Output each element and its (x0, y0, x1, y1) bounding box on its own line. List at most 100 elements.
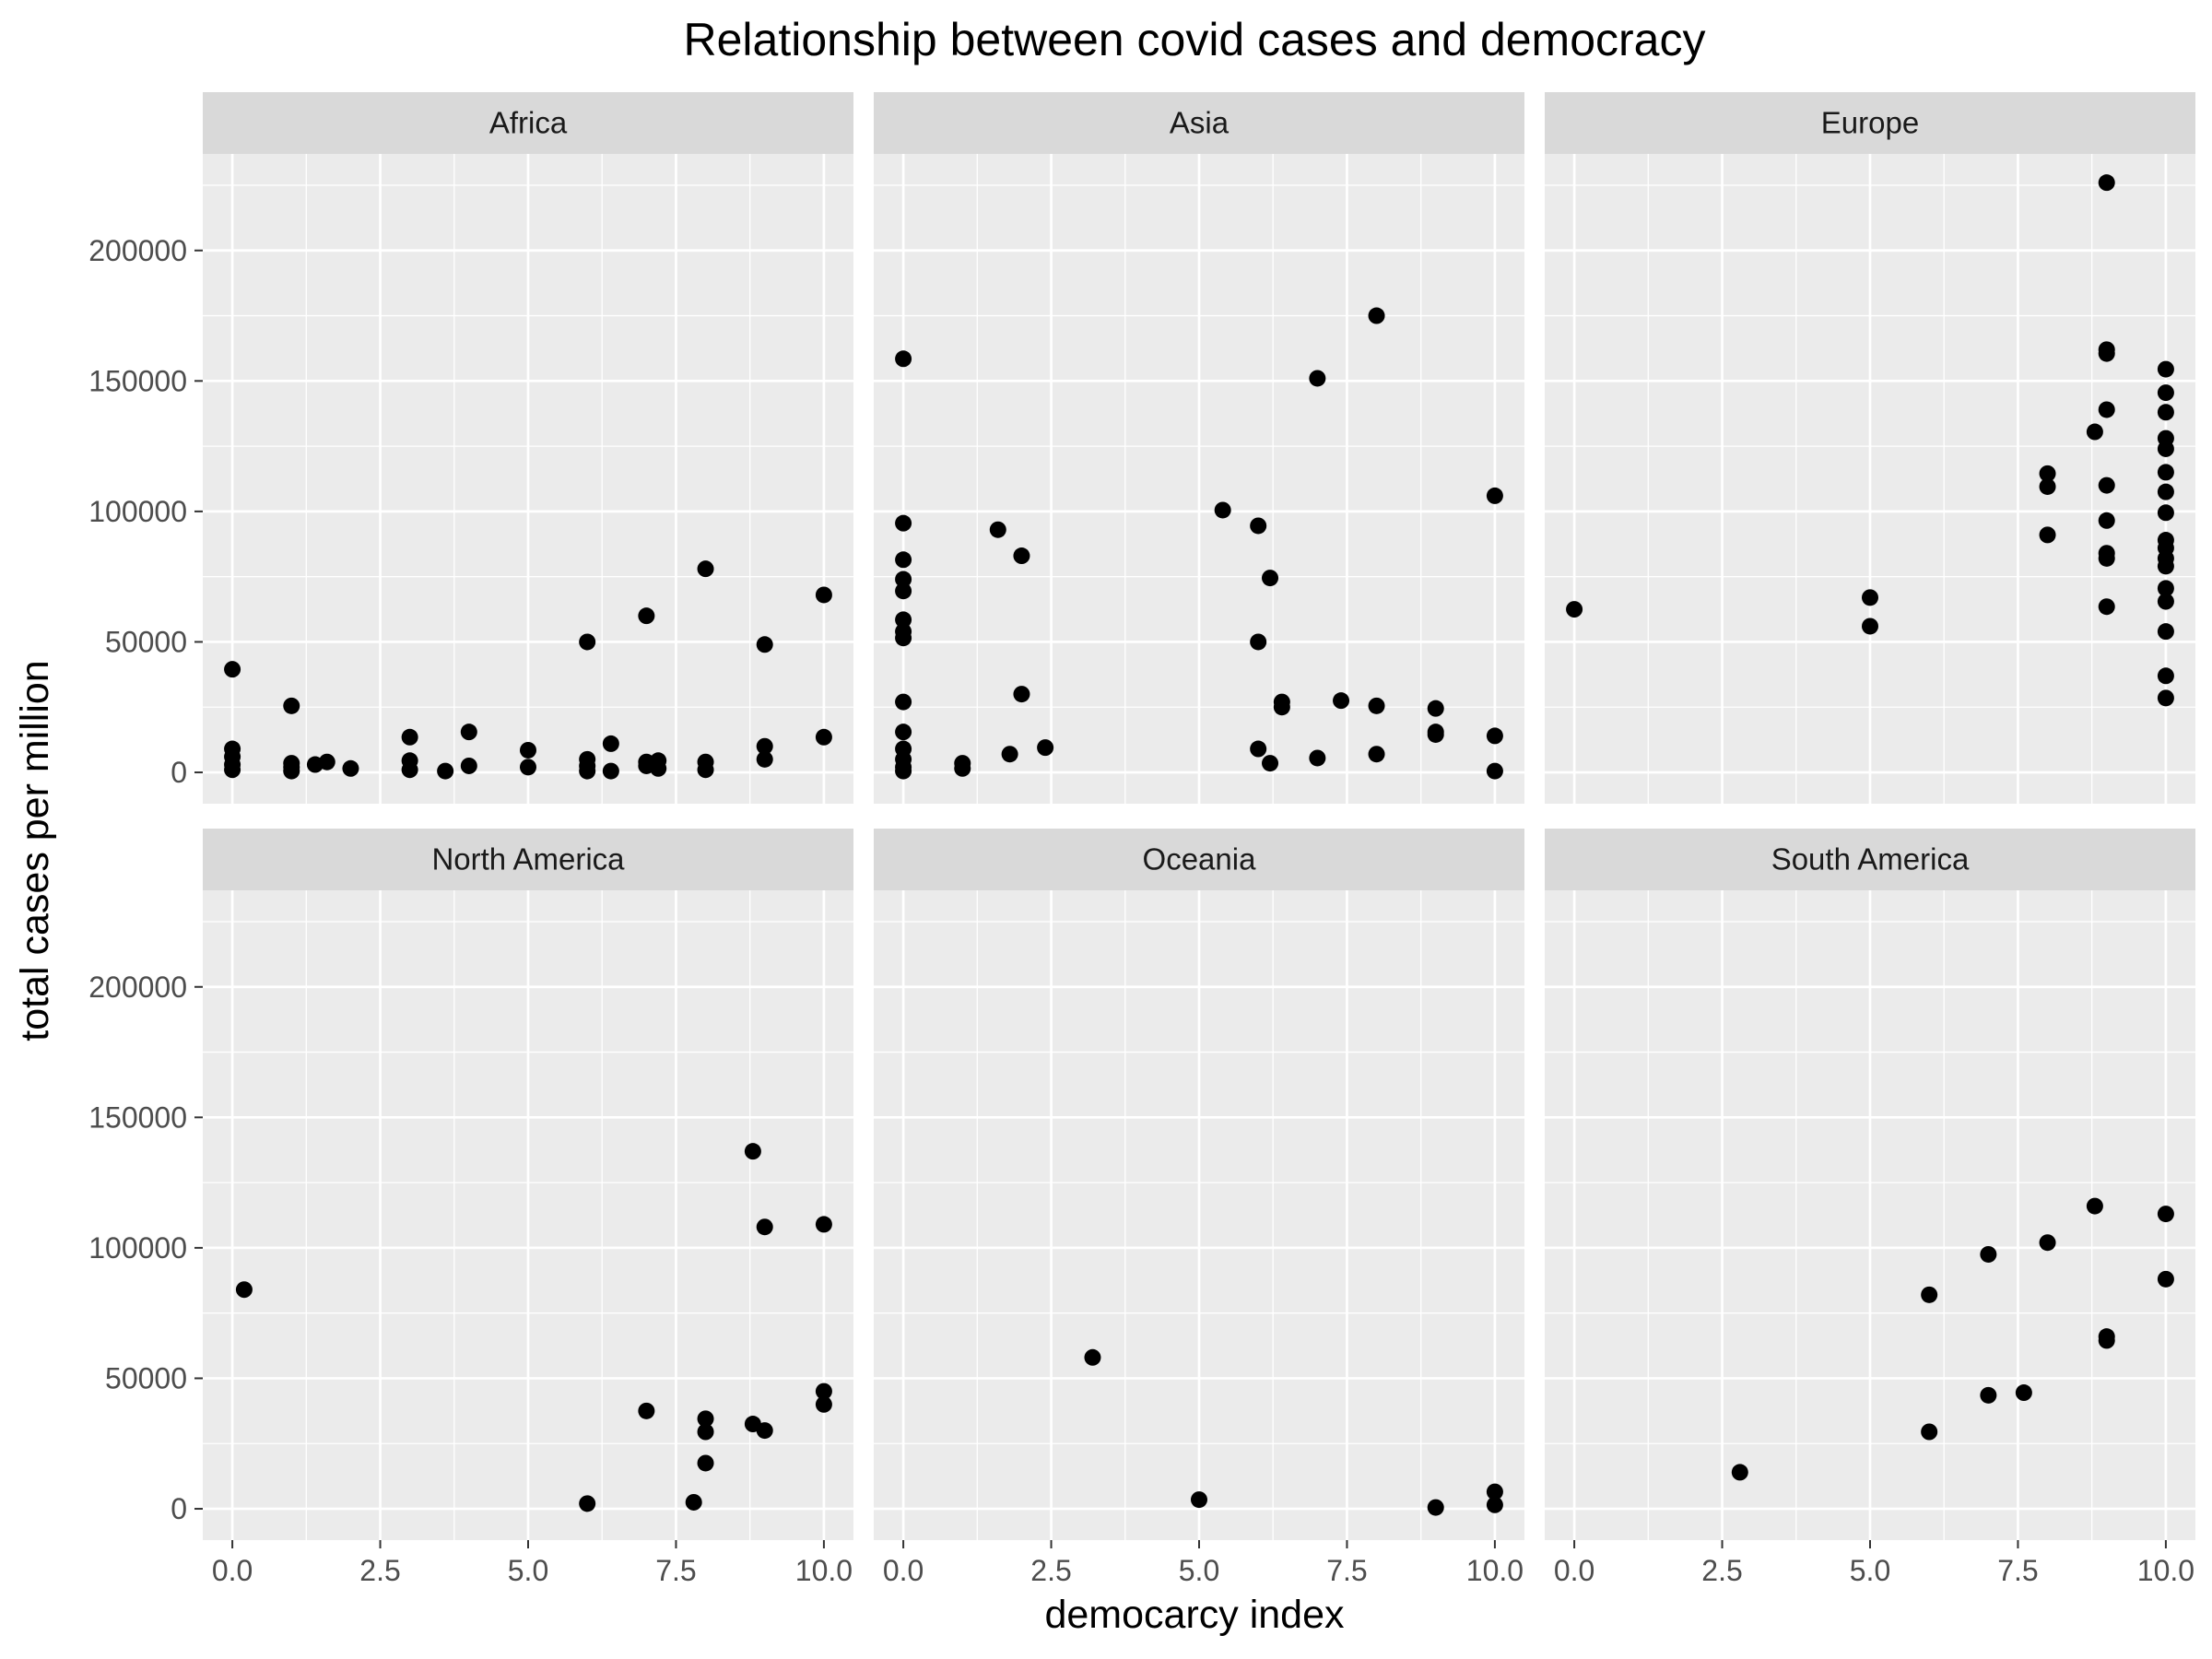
data-point (2039, 477, 2056, 495)
data-point (1262, 755, 1279, 772)
data-point (697, 1454, 714, 1472)
y-tick-label: 0 (171, 756, 187, 789)
data-point (460, 724, 477, 741)
facet-label: Asia (1170, 106, 1230, 140)
data-point (895, 514, 912, 532)
y-tick-label: 100000 (88, 1231, 187, 1265)
x-tick-label: 7.5 (655, 1554, 696, 1587)
facet-panel-north-america: North America 0.0 2.5 5.0 7.5 10.0 0 50000 10000… (88, 829, 853, 1587)
data-point (895, 551, 912, 569)
facet-label: South America (1771, 842, 1970, 877)
data-point (283, 762, 300, 780)
data-point (1309, 749, 1326, 767)
data-point (520, 741, 536, 759)
facet-strip (1545, 92, 2195, 154)
y-tick-label: 200000 (88, 234, 187, 267)
data-point (815, 728, 832, 746)
data-point (1427, 725, 1444, 743)
facet-strip (874, 829, 1524, 890)
data-point (1862, 589, 1878, 606)
x-tick-label: 2.5 (1030, 1554, 1071, 1587)
x-tick-label: 7.5 (1997, 1554, 2038, 1587)
data-point (1862, 618, 1878, 635)
data-point (2015, 1384, 2032, 1402)
y-tick-label: 150000 (88, 364, 187, 397)
data-point (1214, 501, 1231, 519)
data-point (235, 1281, 253, 1299)
data-point (744, 1143, 761, 1160)
data-point (2157, 623, 2174, 641)
data-point (2039, 526, 2056, 544)
facet-label: Europe (1821, 106, 1919, 140)
data-point (1333, 692, 1350, 710)
data-point (579, 1495, 596, 1512)
data-point (318, 753, 335, 771)
data-point (2098, 512, 2115, 529)
data-point (1486, 1496, 1503, 1513)
x-tick-label: 10.0 (2137, 1554, 2194, 1587)
data-point (1084, 1348, 1101, 1366)
facet-strip (1545, 829, 2195, 890)
data-point (2039, 1234, 2056, 1252)
data-point (1368, 697, 1385, 714)
data-point (895, 693, 912, 711)
data-point (520, 759, 536, 776)
data-point (2157, 689, 2174, 707)
y-axis-title: total cases per million (13, 660, 57, 1041)
data-point (756, 737, 773, 755)
data-point (1013, 686, 1030, 703)
data-point (1191, 1491, 1207, 1509)
data-point (1486, 727, 1503, 745)
facet-panel-oceania: Oceania 0.0 2.5 5.0 7.5 10.0 (874, 829, 1524, 1587)
data-point (1262, 570, 1279, 587)
data-point (401, 728, 418, 746)
data-point (2157, 1270, 2174, 1288)
data-point (1980, 1245, 1997, 1263)
facet-panel-europe: Europe (1545, 92, 2195, 804)
data-point (602, 762, 619, 780)
data-point (2039, 465, 2056, 482)
data-point (895, 582, 912, 600)
data-point (895, 611, 912, 629)
data-point (2098, 345, 2115, 362)
data-point (2098, 174, 2115, 192)
data-point (1037, 739, 1054, 757)
data-point (2157, 1206, 2174, 1223)
data-point (895, 571, 912, 588)
data-point (2098, 401, 2115, 418)
data-point (1486, 762, 1503, 780)
facet-label: Africa (489, 106, 568, 140)
data-point (989, 521, 1006, 538)
data-point (815, 1216, 832, 1233)
data-point (638, 607, 655, 625)
data-point (2157, 667, 2174, 685)
data-point (437, 762, 454, 780)
data-point (1427, 700, 1444, 717)
data-point (815, 1395, 832, 1413)
data-point (2157, 404, 2174, 421)
data-point (895, 350, 912, 368)
data-point (2098, 477, 2115, 494)
y-tick-label: 200000 (88, 971, 187, 1004)
x-tick-label: 5.0 (1850, 1554, 1890, 1587)
data-point (602, 735, 619, 752)
data-point (2098, 598, 2115, 616)
data-point (2157, 580, 2174, 597)
x-tick-label: 5.0 (1179, 1554, 1219, 1587)
x-tick-label: 7.5 (1326, 1554, 1367, 1587)
data-point (1273, 699, 1290, 716)
chart-title: Relationship between covid cases and dem… (684, 14, 1706, 65)
data-point (1250, 633, 1267, 651)
facet-panel-asia: Asia (874, 92, 1524, 804)
y-tick-label: 0 (171, 1492, 187, 1525)
data-point (2098, 549, 2115, 567)
facet-panel-south-america: South America 0.0 2.5 5.0 7.5 10.0 (1545, 829, 2195, 1587)
x-tick-label: 10.0 (795, 1554, 853, 1587)
y-tick-label: 50000 (105, 1361, 187, 1394)
data-point (638, 1402, 655, 1419)
data-point (1486, 1483, 1503, 1500)
data-point (1250, 740, 1267, 758)
x-axis-title: democarcy index (1044, 1593, 1345, 1637)
x-tick-label: 2.5 (1701, 1554, 1742, 1587)
